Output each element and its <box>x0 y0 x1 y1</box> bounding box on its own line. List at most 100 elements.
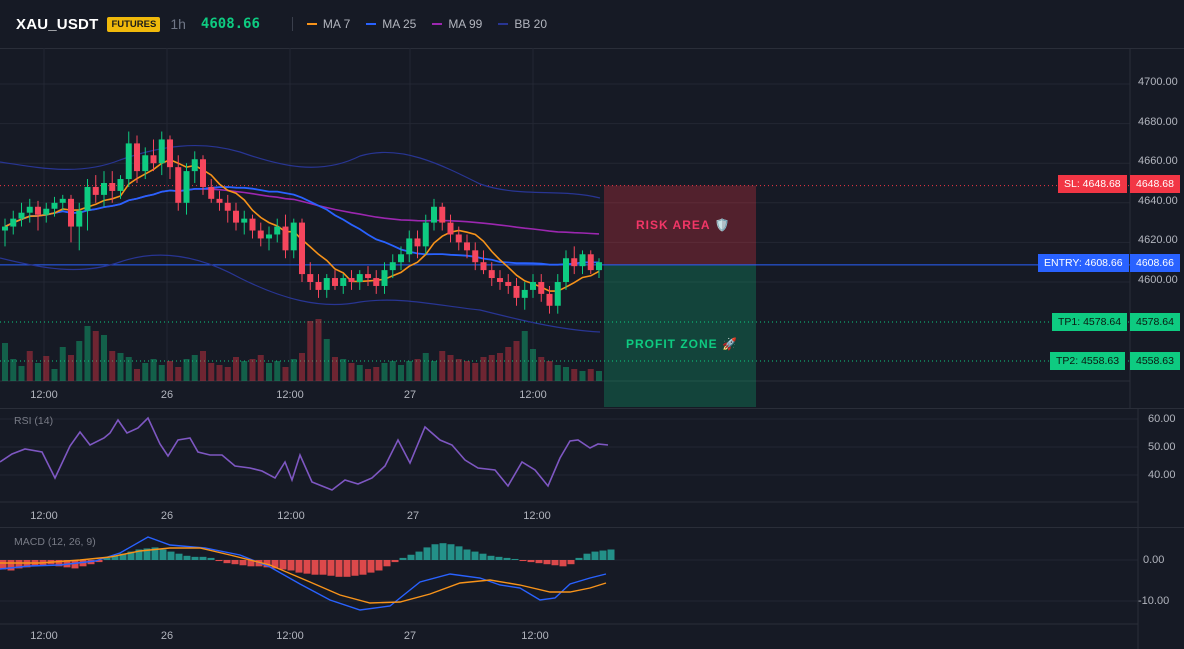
candle-body <box>521 289 528 298</box>
volume-bar <box>455 359 462 381</box>
candle-body <box>414 238 421 247</box>
candle-body <box>563 258 569 282</box>
rsi-divider <box>0 408 1184 409</box>
timeframe-selector[interactable]: 1h <box>170 16 186 32</box>
price-chart-pane[interactable] <box>0 48 1184 408</box>
macd-title: MACD (12, 26, 9) <box>14 536 96 548</box>
volume-bar <box>398 365 404 381</box>
macd-histogram-bar <box>311 560 319 575</box>
candle-body <box>92 186 99 195</box>
candle-body <box>101 183 107 195</box>
rsi-line <box>0 416 609 491</box>
candle-body <box>505 282 512 286</box>
volume-bar <box>373 367 380 381</box>
volume-bar <box>274 361 281 381</box>
legend-item-ma7[interactable]: MA 7 <box>306 17 351 31</box>
candle-body <box>158 139 165 164</box>
legend-item-ma99[interactable]: MA 99 <box>432 17 482 31</box>
macd-histogram-bar <box>439 543 447 560</box>
candle-body <box>587 254 594 271</box>
macd-histogram-bar <box>399 557 407 560</box>
candle-body <box>464 242 470 251</box>
volume-bar <box>431 361 437 381</box>
candle-body <box>26 206 33 213</box>
volume-bar <box>282 367 289 381</box>
macd-histogram-bar <box>95 560 103 563</box>
stop-loss-tag[interactable]: SL: 4648.68 <box>1058 175 1127 193</box>
legend-swatch <box>366 23 377 25</box>
volume-bar <box>59 347 66 381</box>
volume-bar <box>257 355 264 381</box>
volume-bar <box>488 355 495 381</box>
candle-body <box>340 278 347 286</box>
macd-histogram-bar <box>175 553 183 560</box>
take-profit-1-tag[interactable]: TP1: 4578.64 <box>1052 313 1128 331</box>
volume-bar <box>348 363 355 381</box>
legend-label: MA 7 <box>322 17 351 31</box>
time-axis-label: 12:00 <box>277 510 305 522</box>
candle-body <box>18 212 25 219</box>
legend-item-ma25[interactable]: MA 25 <box>366 17 416 31</box>
macd-histogram-bar <box>535 560 543 564</box>
candle-body <box>191 159 198 172</box>
macd-histogram-bar <box>423 547 431 560</box>
candle-body <box>571 258 578 267</box>
volume-bar <box>241 361 248 381</box>
candle-body <box>117 179 124 191</box>
candle-body <box>554 282 561 306</box>
entry-tag[interactable]: ENTRY: 4608.66 <box>1038 254 1129 272</box>
price-axis-label: 4600.00 <box>1138 274 1178 286</box>
macd-divider <box>0 527 1184 528</box>
header-separator <box>291 17 293 31</box>
volume-bar <box>497 353 503 381</box>
macd-histogram-bar <box>55 560 63 567</box>
volume-bar <box>117 353 124 381</box>
macd-histogram-bar <box>239 560 247 566</box>
candle-body <box>175 167 182 203</box>
macd-histogram-bar <box>575 557 583 560</box>
rsi-title: RSI (14) <box>14 415 54 427</box>
candle-body <box>579 254 586 267</box>
macd-histogram-bar <box>207 557 215 560</box>
macd-axis-label: -10.00 <box>1138 595 1170 607</box>
macd-histogram-bar <box>271 560 279 569</box>
macd-histogram-bar <box>599 550 607 560</box>
macd-histogram-bar <box>479 553 487 560</box>
volume-bar <box>26 351 33 381</box>
volume-bar <box>208 363 215 381</box>
candle-body <box>480 262 487 271</box>
volume-bar <box>389 361 396 381</box>
time-axis-label: 27 <box>406 510 420 522</box>
candle-body <box>208 186 215 199</box>
take-profit-2-tag[interactable]: TP2: 4558.63 <box>1050 352 1126 370</box>
volume-bar <box>530 349 536 381</box>
candle-body <box>59 198 66 203</box>
macd-histogram-bar <box>199 556 207 560</box>
candle-body <box>2 226 8 231</box>
candle-body <box>447 222 454 235</box>
macd-pane[interactable] <box>0 528 1184 649</box>
volume-bar <box>68 355 74 381</box>
symbol-name[interactable]: XAU_USDT <box>16 15 99 33</box>
time-axis-label: 27 <box>403 630 417 642</box>
volume-bar <box>92 331 99 381</box>
legend-item-bb20[interactable]: BB 20 <box>498 17 547 31</box>
volume-bar <box>554 365 561 381</box>
macd-histogram-bar <box>79 560 87 567</box>
macd-histogram-bar <box>503 557 511 560</box>
macd-axis-label: 0.00 <box>1143 554 1165 566</box>
candle-body <box>546 293 553 306</box>
macd-histogram-bar <box>375 560 383 571</box>
candle-body <box>274 226 281 235</box>
time-axis-label: 12:00 <box>30 389 58 401</box>
rsi-pane[interactable] <box>0 409 1184 527</box>
macd-histogram-bar <box>223 560 231 564</box>
legend-label: BB 20 <box>514 17 548 31</box>
macd-histogram-bar <box>527 560 535 563</box>
macd-histogram-bar <box>231 560 239 565</box>
volume-bar <box>472 363 479 381</box>
volume-bar <box>406 361 413 381</box>
macd-histogram-bar <box>279 560 287 570</box>
volume-bar <box>356 365 363 381</box>
candle-body <box>373 278 380 286</box>
